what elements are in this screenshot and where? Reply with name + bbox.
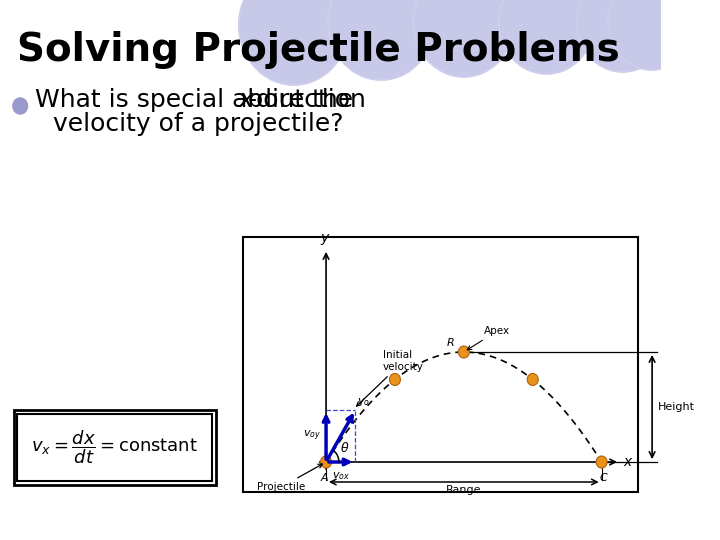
Circle shape [608,0,696,70]
Circle shape [320,456,332,468]
Text: R: R [447,338,454,348]
Text: Height: Height [657,402,695,412]
Text: $v_{ox}$: $v_{ox}$ [332,470,350,482]
Text: Initial
velocity: Initial velocity [356,350,424,406]
Text: velocity of a projectile?: velocity of a projectile? [53,112,343,136]
Text: y: y [320,231,328,245]
Text: $v_x = \dfrac{dx}{dt} = \mathrm{constant}$: $v_x = \dfrac{dx}{dt} = \mathrm{constant… [32,429,198,467]
Circle shape [328,0,434,80]
Circle shape [13,98,27,114]
Text: $v_{oy}$: $v_{oy}$ [303,429,321,443]
Text: x: x [624,455,632,469]
Text: What is special about the: What is special about the [35,88,361,112]
Text: $v_o$: $v_o$ [357,396,370,408]
Circle shape [577,0,669,72]
Text: Projectile: Projectile [257,464,323,492]
Circle shape [499,0,594,74]
Circle shape [390,374,400,386]
Circle shape [596,456,607,468]
Text: Apex: Apex [467,326,510,350]
Bar [14,410,216,485]
Circle shape [459,346,469,358]
Text: A: A [320,473,328,483]
Text: Range: Range [446,485,482,495]
Text: C: C [600,473,607,483]
Bar [243,237,639,492]
Circle shape [413,0,514,77]
Text: $\theta$: $\theta$ [340,441,349,455]
Text: Solving Projectile Problems: Solving Projectile Problems [17,31,619,69]
Circle shape [527,374,539,386]
Text: -direction: -direction [248,88,367,112]
Bar [17,414,212,481]
Circle shape [239,0,349,85]
Text: x: x [239,88,253,112]
